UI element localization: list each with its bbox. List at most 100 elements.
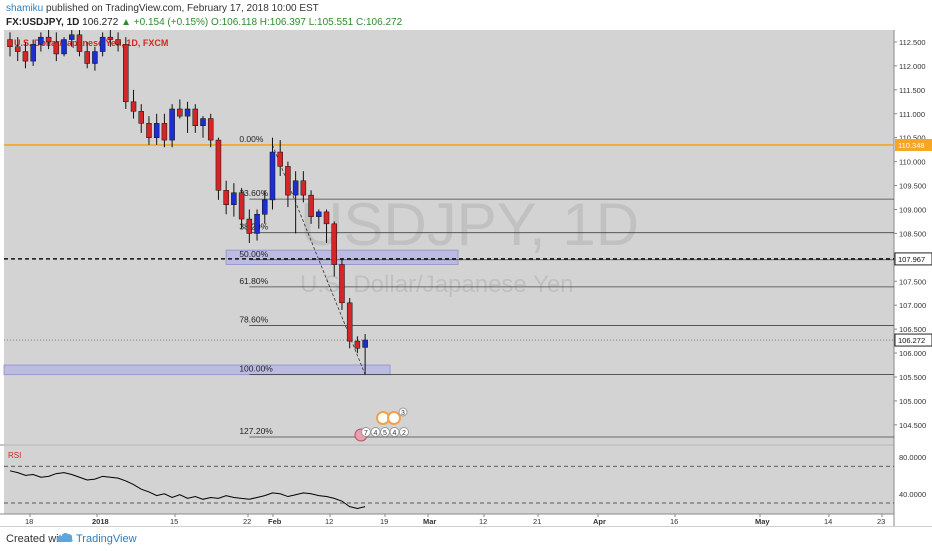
candle-body [323, 211, 330, 225]
candle-body [30, 44, 36, 62]
candle-body [38, 36, 44, 45]
x-tick-label: 23 [877, 517, 885, 526]
x-tick-label: 14 [824, 517, 832, 526]
chart-legend: U.S. Dollar/Japanese Yen, 1D, FXCM [14, 38, 168, 48]
x-tick-label: May [755, 517, 770, 526]
x-tick-label: 2018 [92, 517, 109, 526]
last-price-tag [894, 333, 932, 347]
candle-body [22, 51, 29, 62]
candle-body [123, 44, 129, 103]
change-up-icon: ▲ [121, 17, 131, 28]
y-tick-label: 107.000 [899, 301, 926, 310]
candle-body [308, 194, 314, 217]
candle-body [339, 264, 345, 304]
candle-body [254, 214, 260, 234]
candle-body [53, 41, 60, 55]
publish-info: shamiku published on TradingView.com, Fe… [6, 3, 319, 14]
candle-body [69, 34, 75, 40]
y-tick-label: 111.000 [899, 110, 925, 119]
candle-body [238, 192, 245, 220]
candle-body [269, 151, 276, 201]
rsi-label: RSI [8, 451, 21, 460]
candle-body [76, 34, 83, 52]
candle-body [130, 101, 137, 112]
event-count-label: 2 [402, 430, 406, 437]
candle-body [161, 123, 168, 141]
event-count-label: 4 [374, 430, 378, 437]
last-price: 106.272 [82, 17, 119, 28]
fib-level-label: 61.80% [239, 276, 268, 286]
x-tick-label: 15 [170, 517, 178, 526]
x-tick-label: 12 [325, 517, 333, 526]
candle-body [153, 123, 160, 138]
event-count-badge [399, 427, 409, 437]
candle-body [231, 192, 237, 205]
fib-level-label: 0.00% [239, 134, 264, 144]
candle-body [331, 223, 337, 265]
price-tag-label: 107.967 [898, 255, 925, 264]
rsi-tick-label: 40.0000 [899, 490, 926, 499]
fib-level-label: 78.60% [239, 314, 268, 324]
candle-body [14, 46, 21, 52]
published-text: published on TradingView.com, February 1… [46, 3, 319, 14]
x-tick-label: 12 [479, 517, 487, 526]
candle-body [262, 199, 268, 215]
y-tick-label: 106.500 [899, 325, 926, 334]
candle-body [192, 108, 199, 126]
support-zone [3, 364, 391, 376]
y-tick-label: 104.500 [899, 421, 926, 430]
candle-body [200, 118, 206, 126]
candle-body [84, 51, 90, 64]
candle-body [184, 108, 191, 117]
candle-body [177, 108, 183, 117]
candle-body [277, 151, 283, 167]
y-tick-label: 105.500 [899, 373, 926, 382]
tradingview-cloud-icon [56, 532, 73, 542]
watermark-name: U.S. Dollar/Japanese Yen [300, 271, 574, 298]
candle-body [7, 39, 13, 48]
ohlc-values: O:106.118 H:106.397 L:105.551 C:106.272 [211, 17, 403, 28]
candle-body [138, 111, 144, 124]
price-tag [894, 252, 932, 266]
price-chart[interactable]: USDJPY, 1D U.S. Dollar/Japanese Yen U.S. D… [0, 30, 932, 526]
tradingview-brand[interactable]: TradingView [76, 533, 137, 545]
candle-body [223, 190, 229, 205]
y-tick-label: 112.500 [899, 38, 926, 47]
y-tick-label: 111.500 [899, 86, 925, 95]
watermark-symbol: USDJPY, 1D [300, 191, 639, 258]
candle-body [246, 218, 253, 234]
x-tick-label: 21 [533, 517, 541, 526]
candle-body [292, 180, 299, 196]
event-count-label: 4 [393, 430, 397, 437]
author-link[interactable]: shamiku [6, 3, 44, 14]
y-tick-label: 106.000 [899, 349, 926, 358]
symbol-label: FX:USDJPY, 1D [6, 17, 80, 28]
rsi-pane [4, 446, 894, 514]
y-tick-label: 108.500 [899, 229, 926, 238]
candle-body [215, 139, 222, 191]
event-count-badge [398, 407, 408, 417]
last-price-label: 106.272 [898, 336, 925, 345]
y-tick-label: 107.500 [899, 277, 926, 286]
price-tag [895, 138, 932, 151]
x-tick-label: Feb [268, 517, 282, 526]
fib-level-label: 50.00% [239, 249, 268, 259]
fib-level-label: 100.00% [239, 364, 273, 374]
candle-body [45, 36, 52, 43]
footer: Created with TradingView [0, 526, 932, 551]
event-count-label: 7 [364, 430, 368, 437]
x-tick-label: 22 [243, 517, 251, 526]
candle-body [362, 339, 368, 348]
y-tick-label: 109.500 [899, 182, 926, 191]
candle-body [354, 340, 361, 349]
x-tick-label: 18 [25, 517, 33, 526]
chart-header: shamiku published on TradingView.com, Fe… [0, 0, 932, 30]
x-tick-label: Mar [423, 517, 436, 526]
x-tick-label: Apr [593, 517, 606, 526]
rsi-tick-label: 80.0000 [899, 453, 926, 462]
event-count-label: 5 [383, 430, 387, 437]
y-tick-label: 109.000 [899, 205, 926, 214]
change-value: +0.154 (+0.15%) [133, 17, 209, 28]
x-tick-label: 19 [380, 517, 388, 526]
event-badge-top [387, 411, 401, 425]
